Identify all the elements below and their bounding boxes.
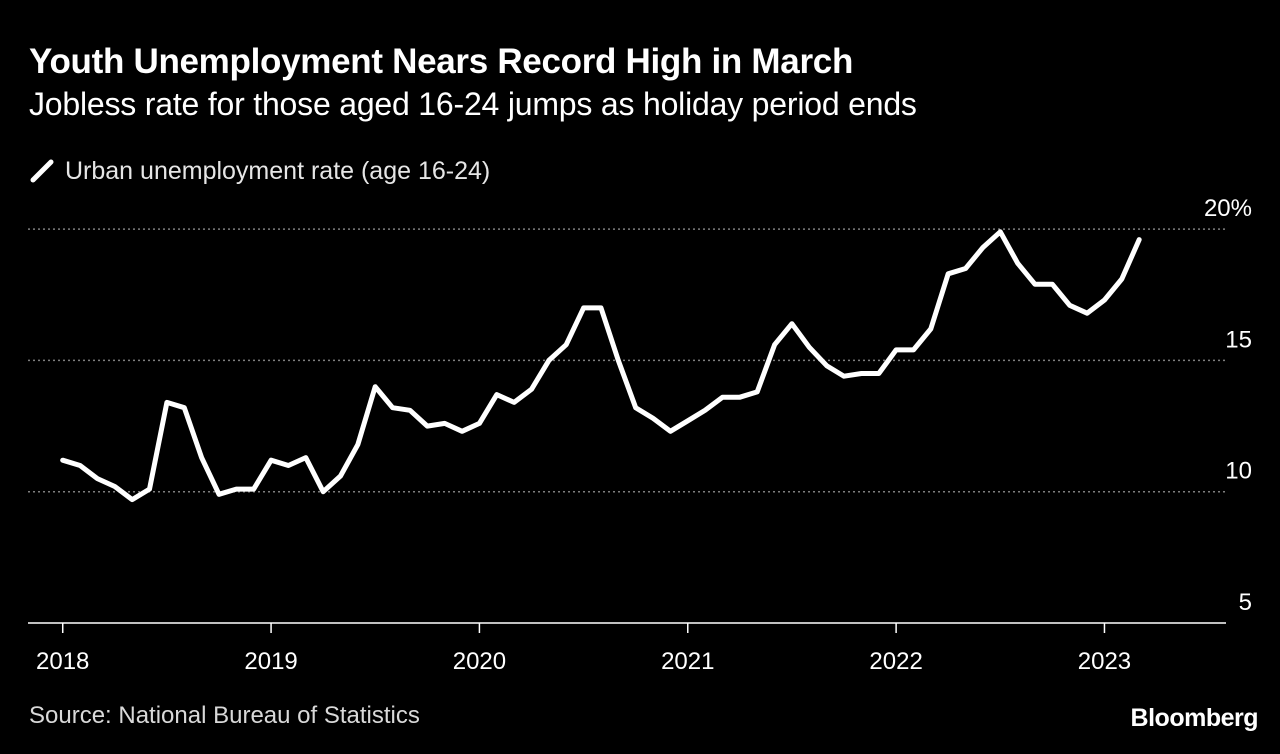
- legend-line-swatch-icon: [30, 159, 54, 183]
- x-tick-label: 2018: [36, 648, 89, 675]
- gridlines: [28, 228, 1226, 493]
- bloomberg-logo: Bloomberg: [1130, 704, 1259, 732]
- source-note: Source: National Bureau of Statistics: [29, 702, 420, 729]
- y-tick-label: 10: [1225, 458, 1252, 485]
- series-line: [60, 229, 1142, 503]
- x-tick-label: 2019: [244, 648, 297, 675]
- y-axis-tick-labels: 20% 15 10 5: [1204, 195, 1252, 616]
- chart-subtitle: Jobless rate for those aged 16-24 jumps …: [29, 86, 917, 122]
- y-tick-label: 15: [1225, 326, 1252, 353]
- x-tick-label: 2020: [453, 648, 506, 675]
- x-axis: [28, 622, 1226, 633]
- x-tick-label: 2022: [869, 648, 922, 675]
- x-tick-label: 2021: [661, 648, 714, 675]
- legend: Urban unemployment rate (age 16-24): [29, 155, 490, 187]
- y-tick-label: 20%: [1204, 195, 1252, 222]
- legend-label: Urban unemployment rate (age 16-24): [65, 156, 491, 185]
- chart-title: Youth Unemployment Nears Record High in …: [29, 42, 854, 81]
- series-layer: [60, 229, 1142, 503]
- x-axis-tick-labels: 2018 2019 2020 2021 2022 2023: [36, 648, 1131, 675]
- y-tick-label: 5: [1239, 589, 1252, 616]
- x-tick-label: 2023: [1078, 648, 1131, 675]
